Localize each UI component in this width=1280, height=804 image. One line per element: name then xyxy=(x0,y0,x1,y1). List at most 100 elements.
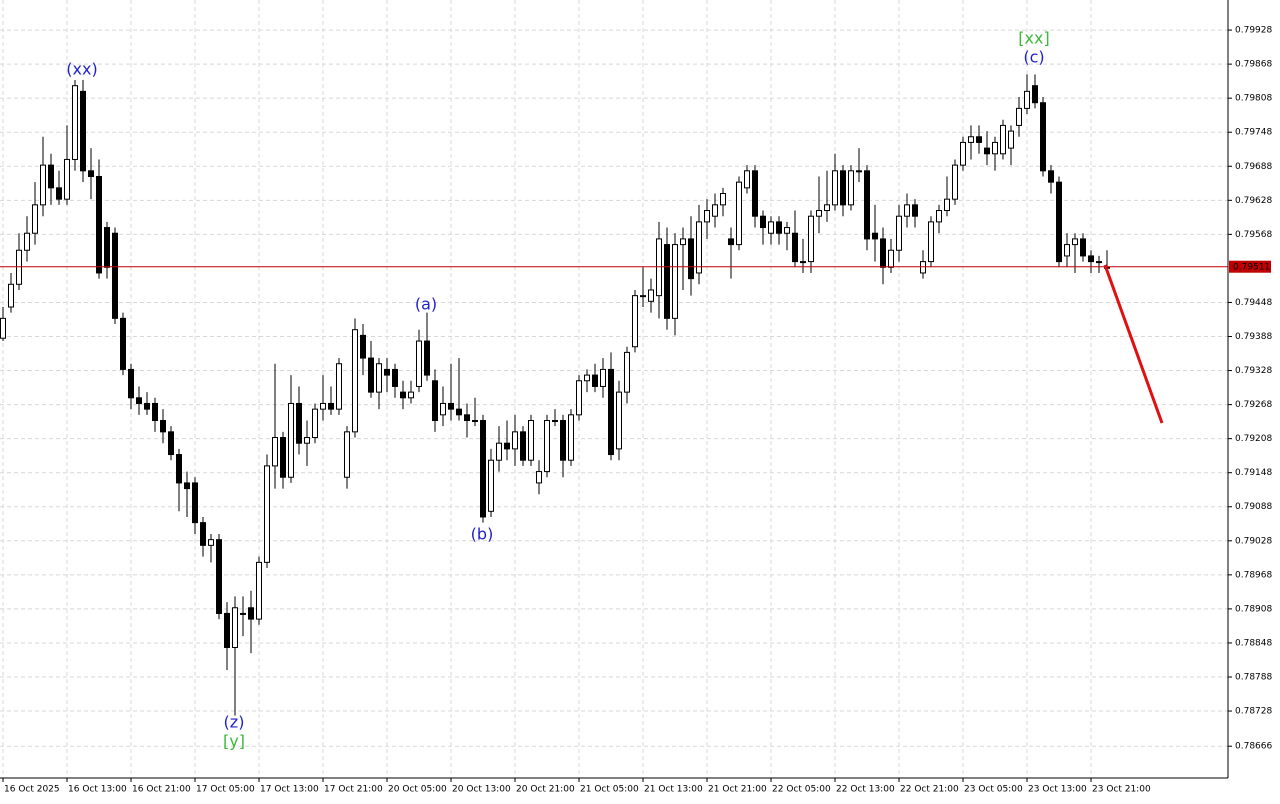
candle-body xyxy=(1048,170,1054,183)
y-tick-label: 0.79148 xyxy=(1235,468,1272,478)
candle-body xyxy=(480,419,486,518)
candle-body xyxy=(1096,261,1102,264)
candle-body xyxy=(360,334,366,359)
x-tick-label: 17 Oct 21:00 xyxy=(324,785,383,795)
candle-body xyxy=(208,539,214,546)
current-price-label: 0.79511 xyxy=(1233,263,1270,273)
candle-body xyxy=(1080,238,1086,257)
candle-body xyxy=(232,607,238,648)
candle-body xyxy=(32,204,38,234)
x-tick-label: 23 Oct 05:00 xyxy=(964,785,1023,795)
candle-body xyxy=(464,414,470,421)
candle-body xyxy=(760,215,766,229)
candle-body xyxy=(752,170,758,217)
x-tick-label: 21 Oct 13:00 xyxy=(644,785,703,795)
candle-body xyxy=(896,215,902,251)
candle-body xyxy=(520,431,526,461)
y-tick-label: 0.79868 xyxy=(1235,60,1272,70)
x-tick-label: 16 Oct 13:00 xyxy=(68,785,127,795)
candle-body xyxy=(576,380,582,416)
candle-body xyxy=(1024,90,1030,109)
candle-body xyxy=(784,227,790,234)
y-tick-label: 0.79628 xyxy=(1235,196,1272,206)
candle-body xyxy=(24,232,30,251)
candle-body xyxy=(664,244,670,319)
x-tick-label: 21 Oct 21:00 xyxy=(708,785,767,795)
candle-body xyxy=(888,249,894,268)
candle-body xyxy=(1072,238,1078,246)
candle-body xyxy=(928,221,934,263)
candle-body xyxy=(472,419,478,422)
candle-body xyxy=(320,402,326,410)
candle-body xyxy=(56,187,62,200)
candle-body xyxy=(624,351,630,393)
candle-body xyxy=(496,442,502,461)
candle-body xyxy=(1040,102,1046,172)
candle-body xyxy=(328,402,334,410)
y-tick-label: 0.79568 xyxy=(1235,230,1272,240)
candle-body xyxy=(160,419,166,433)
y-tick-label: 0.78848 xyxy=(1235,638,1272,648)
candle-body xyxy=(336,363,342,410)
y-tick-label: 0.78968 xyxy=(1235,570,1272,580)
candle-body xyxy=(1056,181,1062,263)
candle-body xyxy=(440,402,446,416)
candle-body xyxy=(224,612,230,648)
candle-body xyxy=(280,437,286,478)
candle-body xyxy=(240,612,246,615)
candle-body xyxy=(432,380,438,421)
candle-body xyxy=(40,164,46,206)
y-tick-label: 0.79208 xyxy=(1235,434,1272,444)
candle-body xyxy=(384,368,390,376)
candle-body xyxy=(552,419,558,422)
candle-body xyxy=(512,431,518,450)
y-tick-label: 0.79088 xyxy=(1235,502,1272,512)
candle-body xyxy=(96,175,102,274)
candle-body xyxy=(368,357,374,393)
x-tick-label: 16 Oct 2025 xyxy=(4,785,60,795)
candle-body xyxy=(376,363,382,393)
wave-label: (xx) xyxy=(66,60,97,79)
y-tick-label: 0.79028 xyxy=(1235,536,1272,546)
candle-body xyxy=(920,261,926,274)
y-tick-label: 0.78728 xyxy=(1235,707,1272,717)
candle-body xyxy=(872,232,878,240)
x-tick-label: 20 Oct 21:00 xyxy=(516,785,575,795)
candle-body xyxy=(112,232,118,319)
x-tick-label: 22 Oct 21:00 xyxy=(900,785,959,795)
candle-body xyxy=(848,170,854,206)
candle-body xyxy=(592,374,598,387)
candle-body xyxy=(448,402,454,410)
candle-body xyxy=(952,164,958,200)
overlay: (y)(xx)(z)[y](a)(b)[xx](c) xyxy=(0,29,1228,751)
candle-body xyxy=(632,295,638,348)
candle-body xyxy=(728,238,734,246)
candle-body xyxy=(688,238,694,280)
candle-body xyxy=(840,170,846,206)
candle-body xyxy=(656,238,662,297)
candle-body xyxy=(344,431,350,478)
candle-body xyxy=(120,317,126,370)
candle-body xyxy=(976,136,982,143)
y-tick-label: 0.79808 xyxy=(1235,94,1272,104)
candle-body xyxy=(200,522,206,546)
x-tick-label: 21 Oct 05:00 xyxy=(580,785,639,795)
candle-body xyxy=(488,459,494,512)
candle-body xyxy=(968,136,974,143)
candle-body xyxy=(600,368,606,387)
candle-body xyxy=(808,215,814,263)
candle-body xyxy=(88,170,94,177)
candle-body xyxy=(8,283,14,308)
candle-body xyxy=(720,193,726,206)
candle-body xyxy=(544,419,550,473)
candle-body xyxy=(304,437,310,444)
candle-body xyxy=(824,204,830,212)
candle-body xyxy=(248,607,254,620)
candle-body xyxy=(864,170,870,240)
y-tick-label: 0.79748 xyxy=(1235,128,1272,138)
candle-body xyxy=(856,170,862,173)
candle-body xyxy=(0,317,6,339)
x-tick-label: 17 Oct 05:00 xyxy=(196,785,255,795)
candle-body xyxy=(584,374,590,382)
